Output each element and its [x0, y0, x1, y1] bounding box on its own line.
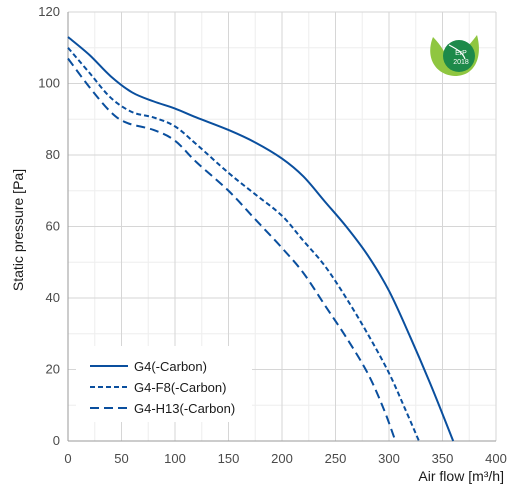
series-line-2 [67, 47, 420, 442]
series-line-3 [67, 57, 397, 442]
y-tick-label: 0 [53, 433, 60, 448]
x-tick-label: 300 [378, 451, 400, 466]
x-tick-label: 50 [114, 451, 128, 466]
y-tick-labels: 0 20 40 60 80 100 120 [38, 4, 60, 448]
y-axis-title: Static pressure [Pa] [10, 169, 26, 291]
legend-label: G4-H13(-Carbon) [134, 401, 235, 416]
x-tick-labels: 0 50 100 150 200 250 300 350 400 [64, 451, 506, 466]
y-tick-label: 60 [46, 219, 60, 234]
badge-label-year: 2018 [453, 59, 469, 66]
x-tick-label: 100 [164, 451, 186, 466]
x-tick-label: 150 [218, 451, 240, 466]
badge-label-erp: ErP [455, 50, 467, 57]
erp-2018-badge: ErP 2018 [430, 35, 479, 76]
y-tick-label: 20 [46, 362, 60, 377]
legend: G4(-Carbon) G4-F8(-Carbon) G4-H13(-Carbon) [76, 346, 252, 422]
legend-label: G4-F8(-Carbon) [134, 380, 226, 395]
axes [67, 12, 496, 442]
y-tick-label: 120 [38, 4, 60, 19]
x-tick-label: 250 [325, 451, 347, 466]
x-tick-label: 400 [485, 451, 507, 466]
y-tick-label: 40 [46, 290, 60, 305]
y-tick-label: 80 [46, 147, 60, 162]
series-line-1 [67, 36, 455, 442]
series-lines [67, 36, 455, 442]
leaf-vein-icon [448, 44, 466, 60]
x-axis-title: Air flow [m³/h] [418, 468, 504, 484]
badge-circle [443, 40, 475, 72]
x-tick-label: 350 [432, 451, 454, 466]
legend-label: G4(-Carbon) [134, 359, 207, 374]
x-tick-label: 0 [64, 451, 71, 466]
grid [67, 11, 497, 442]
x-tick-label: 200 [271, 451, 293, 466]
y-tick-label: 100 [38, 76, 60, 91]
legend-background [76, 346, 252, 422]
